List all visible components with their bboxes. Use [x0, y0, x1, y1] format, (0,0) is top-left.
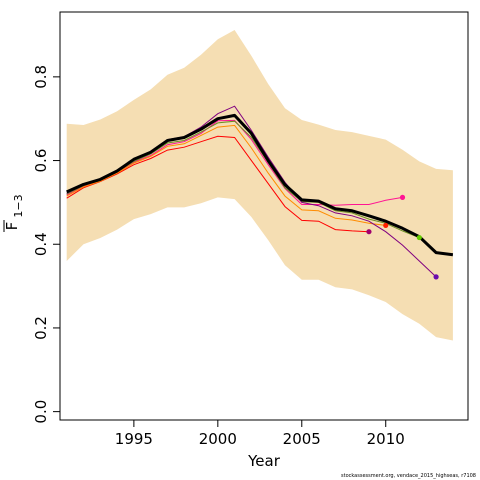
series-end-point-3 — [399, 194, 406, 200]
series-end-point-5 — [433, 274, 439, 280]
retro-series-line-4 — [66, 124, 386, 226]
x-tick-label: 2010 — [367, 430, 405, 448]
y-axis-title: F 1−3 — [3, 194, 25, 232]
confidence-band-layer — [66, 30, 453, 341]
main-series-line — [66, 113, 454, 257]
series-end-point-1 — [366, 229, 372, 235]
y-axis-title-subscript: 1−3 — [12, 194, 25, 217]
main-series-layer — [66, 113, 454, 257]
retro-series-line-1 — [66, 135, 369, 233]
series-end-point-2 — [383, 222, 389, 229]
series-end-point-4 — [416, 234, 422, 241]
x-tick-label: 1995 — [115, 430, 153, 448]
end-points-layer — [366, 194, 439, 280]
confidence-band — [66, 30, 453, 341]
y-tick-label: 0.0 — [32, 400, 50, 424]
x-tick-label: 2000 — [199, 430, 237, 448]
y-tick-label: 0.4 — [32, 232, 50, 256]
y-tick-label: 0.8 — [32, 65, 50, 89]
y-axis-title-main: F — [3, 222, 21, 231]
y-tick-label: 0.2 — [32, 316, 50, 340]
credit-text: stockassessment.org, vendace_2015_highse… — [341, 473, 476, 479]
y-axis: 0.0 0.2 0.4 0.6 0.8 — [32, 65, 61, 424]
y-tick-label: 0.6 — [32, 149, 50, 173]
x-tick-label: 2005 — [283, 430, 321, 448]
x-axis: 1995 2000 2005 2010 — [115, 419, 405, 448]
x-axis-title: Year — [247, 452, 281, 470]
